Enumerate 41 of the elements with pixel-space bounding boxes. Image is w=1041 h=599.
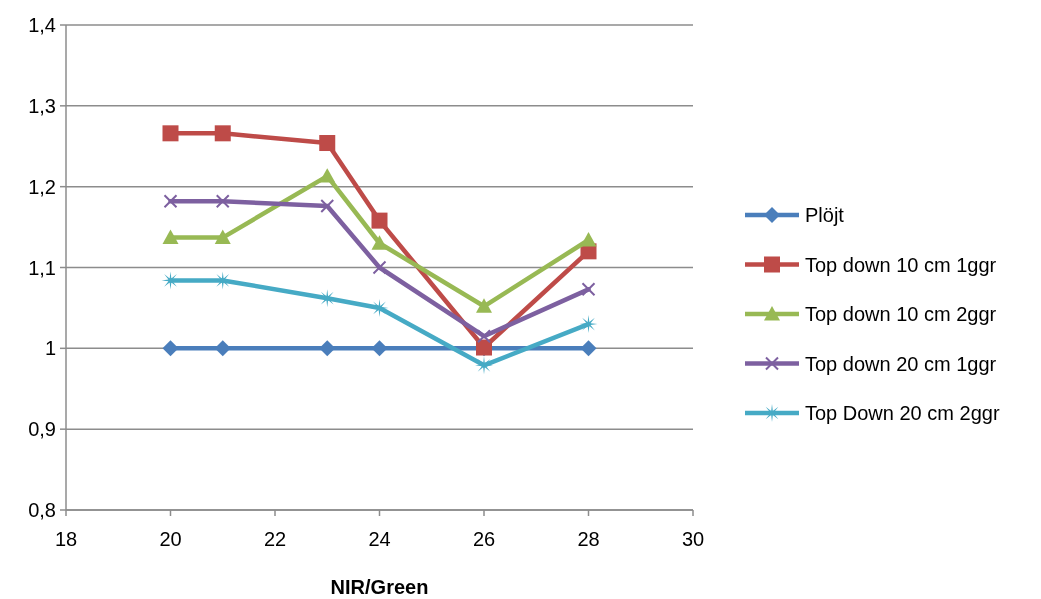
point (214, 125, 231, 142)
y-tick-label: 1,2 (28, 175, 56, 198)
x-tick-label: 22 (263, 528, 287, 550)
point (320, 199, 335, 214)
legend-label: Top Down 20 cm 2ggr (805, 402, 1000, 424)
point (477, 329, 491, 344)
point (163, 194, 178, 209)
point (371, 340, 388, 357)
point (580, 232, 597, 247)
x-tick-label: 30 (681, 528, 705, 550)
point (214, 340, 231, 357)
point (162, 229, 179, 244)
x-tick-label: 18 (54, 528, 78, 550)
x-tick-label: 28 (577, 528, 600, 550)
y-tick-label: 0,9 (28, 418, 56, 441)
point (476, 298, 492, 313)
point (319, 135, 336, 152)
point (214, 229, 231, 244)
x-axis-title: NIR/Green (330, 576, 429, 598)
x-tick-label: 20 (159, 528, 182, 550)
point (215, 194, 230, 209)
y-tick-label: 1,4 (28, 14, 56, 36)
y-tick-label: 0,8 (28, 499, 56, 521)
point (319, 168, 336, 183)
y-tick-label: 1,1 (28, 256, 56, 279)
x-tick-label: 26 (472, 528, 496, 550)
y-tick-label: 1,3 (28, 94, 56, 117)
x-tick-label: 24 (368, 528, 391, 550)
point (580, 340, 597, 357)
point (162, 125, 179, 142)
legend-label: Top down 20 cm 1ggr (805, 352, 997, 375)
point (371, 235, 388, 250)
legend-label: Top down 10 cm 2ggr (805, 303, 997, 325)
point (162, 340, 179, 357)
point (319, 340, 336, 357)
legend-label: Plöjt (805, 204, 845, 226)
legend-label: Top down 10 cm 1ggr (805, 253, 997, 276)
point (371, 212, 388, 229)
y-tick-label: 1 (44, 337, 56, 360)
point (372, 260, 387, 275)
point (581, 282, 596, 297)
